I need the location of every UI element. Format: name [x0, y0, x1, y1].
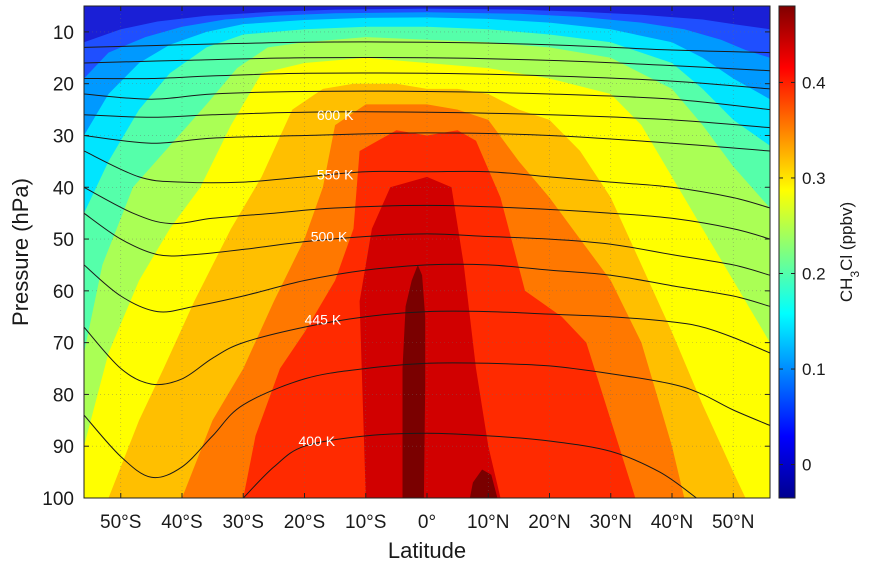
- colorbar-label: CH3Cl (ppbv): [837, 202, 862, 302]
- colorbar-label-subscript: 3: [848, 271, 862, 278]
- x-tick-label: 30°N: [590, 512, 632, 533]
- colorbar-tick-label: 0.2: [802, 264, 826, 283]
- y-tick-label: 80: [53, 385, 74, 406]
- theta-contour-label: 400 K: [298, 433, 335, 449]
- x-axis-label: Latitude: [388, 538, 466, 563]
- colorbar-label-part-2: Cl (ppbv): [837, 202, 856, 271]
- colorbar-tick-label: 0.3: [802, 169, 826, 188]
- y-tick-label: 60: [53, 282, 74, 303]
- y-tick-label: 90: [53, 437, 74, 458]
- x-axis: 50°S 40°S 30°S 20°S 10°S 0° 10°N 20°N 30°N 40°N 50…: [100, 6, 754, 533]
- plot-area: 600 K 550 K 500 K 445 K 400 K: [84, 6, 770, 498]
- theta-contour-label: 600 K: [317, 107, 354, 123]
- x-tick-label: 20°S: [284, 512, 325, 533]
- x-tick-label: 50°N: [712, 512, 754, 533]
- y-axis-label: Pressure (hPa): [8, 178, 33, 326]
- y-tick-label: 100: [42, 489, 74, 510]
- y-tick-label: 40: [53, 178, 74, 199]
- theta-contour-label: 500 K: [311, 228, 348, 244]
- contour-band: [402, 264, 426, 498]
- contour-fills: [84, 8, 770, 498]
- theta-contour-line: [84, 90, 770, 111]
- theta-contour-line: [84, 72, 770, 90]
- x-tick-label: 40°N: [651, 512, 693, 533]
- theta-contour-line: [242, 432, 697, 498]
- y-tick-label: 30: [53, 126, 74, 147]
- y-tick-label: 70: [53, 334, 74, 355]
- colorbar-tick-label: 0.4: [802, 73, 826, 92]
- x-tick-label: 40°S: [161, 512, 202, 533]
- x-tick-label: 50°S: [100, 512, 141, 533]
- y-tick-label: 50: [53, 230, 74, 251]
- theta-contour-label: 550 K: [317, 166, 354, 182]
- contour-band: [359, 176, 501, 498]
- theta-contour-line: [84, 310, 770, 386]
- colorbar-gradient: [778, 5, 796, 499]
- theta-contour-line: [84, 362, 770, 479]
- colorbar-ticks: 0 0.1 0.2 0.3 0.4: [779, 73, 826, 475]
- theta-contour-line: [84, 41, 770, 54]
- x-tick-label: 10°N: [467, 512, 509, 533]
- colorbar-tick-label: 0.1: [802, 360, 826, 379]
- x-tick-label: 10°S: [345, 512, 386, 533]
- contour-band: [469, 469, 498, 498]
- y-tick-label: 10: [53, 23, 74, 44]
- x-tick-label: 30°S: [223, 512, 264, 533]
- colorbar-label-part-1: CH: [837, 278, 856, 303]
- x-tick-label: 20°N: [528, 512, 570, 533]
- theta-contour-line: [84, 212, 770, 276]
- colorbar: 0 0.1 0.2 0.3 0.4 CH3Cl (ppbv): [778, 5, 862, 499]
- theta-contour-line: [84, 263, 770, 313]
- theta-contour-line: [84, 111, 770, 129]
- theta-contour-label: 445 K: [305, 311, 342, 327]
- theta-contour-line: [84, 186, 770, 240]
- theta-contour-line: [84, 150, 770, 209]
- y-axis: 10 20 30 40 50 60 70 80 90 100: [42, 23, 770, 510]
- theta-contour-line: [84, 132, 770, 152]
- x-tick-label: 0°: [418, 512, 436, 533]
- potential-temperature-contours: [84, 41, 770, 498]
- theta-contour-line: [84, 57, 770, 72]
- potential-temperature-labels: 600 K 550 K 500 K 445 K 400 K: [298, 107, 354, 449]
- colorbar-tick-label: 0: [802, 456, 811, 475]
- y-tick-label: 20: [53, 75, 74, 96]
